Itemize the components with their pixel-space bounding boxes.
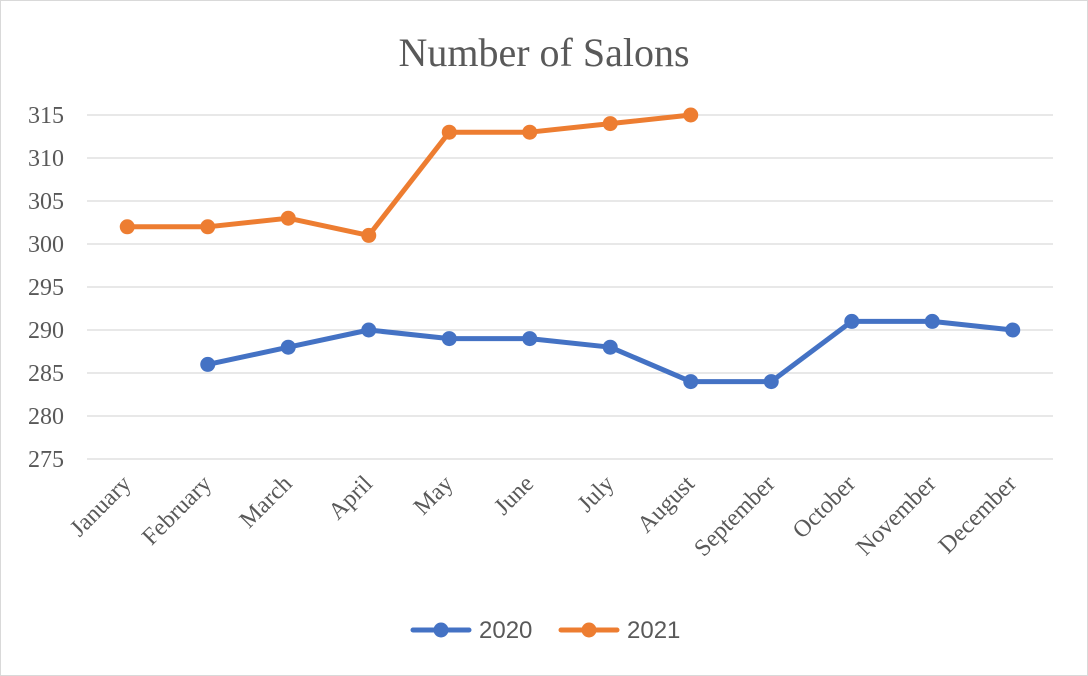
series-line	[124, 112, 694, 238]
series-2021	[119, 107, 699, 243]
y-tick-label: 295	[28, 275, 64, 301]
legend-marker	[433, 622, 449, 638]
x-tick-label: November	[851, 471, 941, 561]
x-tick-label: February	[137, 471, 217, 551]
y-tick-label: 310	[28, 146, 64, 172]
x-tick-label: July	[573, 471, 620, 518]
x-tick-label: September	[690, 471, 781, 562]
series-lines	[119, 107, 1021, 390]
data-point	[119, 219, 135, 235]
x-tick-label: August	[633, 471, 701, 539]
data-point	[683, 374, 699, 390]
data-point	[763, 374, 779, 390]
data-point	[361, 227, 377, 243]
series-2020	[200, 313, 1021, 390]
data-point	[200, 356, 216, 372]
x-tick-label: October	[788, 471, 861, 544]
data-point	[522, 331, 538, 347]
data-point	[441, 331, 457, 347]
data-point	[280, 210, 296, 226]
data-point	[280, 339, 296, 355]
chart-title: Number of Salons	[398, 30, 689, 75]
x-tick-label: June	[489, 471, 538, 520]
data-point	[683, 107, 699, 123]
legend-label: 2020	[479, 617, 532, 644]
y-tick-label: 275	[28, 447, 64, 473]
legend-label: 2021	[627, 617, 680, 644]
data-point	[200, 219, 216, 235]
x-tick-label: May	[409, 471, 458, 520]
data-point	[361, 322, 377, 338]
y-axis-ticks: 275 280 285 290 295 300 305 310 315	[28, 103, 64, 473]
x-tick-label: April	[324, 471, 378, 525]
x-tick-label: March	[235, 471, 298, 534]
legend-item-2021: 2021	[558, 617, 680, 644]
y-tick-label: 280	[28, 404, 64, 430]
y-tick-label: 300	[28, 232, 64, 258]
data-point	[924, 313, 940, 329]
data-point	[441, 124, 457, 140]
data-point	[602, 116, 618, 132]
legend-marker	[581, 622, 597, 638]
data-point	[602, 339, 618, 355]
y-tick-label: 285	[28, 361, 64, 387]
x-tick-label: January	[65, 471, 136, 542]
data-point	[522, 124, 538, 140]
legend-item-2020: 2020	[410, 617, 532, 644]
x-tick-label: December	[934, 471, 1022, 559]
y-tick-label: 290	[28, 318, 64, 344]
gridlines	[87, 114, 1053, 460]
data-point	[844, 313, 860, 329]
legend: 2020 2021	[410, 617, 680, 644]
y-tick-label: 305	[28, 189, 64, 215]
data-point	[1005, 322, 1021, 338]
y-tick-label: 315	[28, 103, 64, 129]
x-axis-ticks: January February March April May June July Augu…	[65, 471, 1022, 562]
